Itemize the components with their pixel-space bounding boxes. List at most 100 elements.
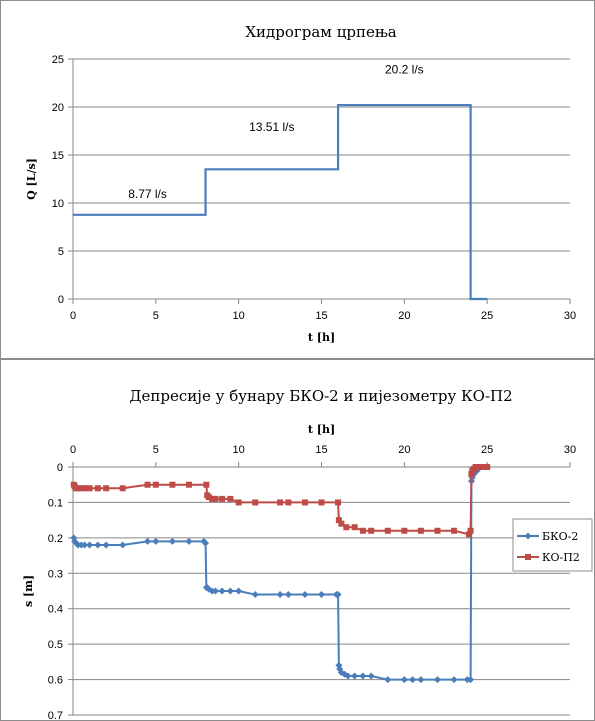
data-point-kop2 xyxy=(103,485,110,492)
data-point-kop2 xyxy=(467,527,474,534)
data-point-kop2 xyxy=(338,520,345,527)
data-point-kop2 xyxy=(227,495,234,502)
data-point-kop2 xyxy=(209,495,216,502)
data-point-kop2 xyxy=(86,485,93,492)
data-point-kop2 xyxy=(401,527,408,534)
y-tick-label: 10 xyxy=(52,198,64,210)
data-point-kop2 xyxy=(359,527,366,534)
data-point-kop2 xyxy=(417,527,424,534)
data-point-kop2 xyxy=(74,485,81,492)
x-tick-label: 25 xyxy=(481,444,493,456)
data-point-kop2 xyxy=(285,499,292,506)
y-tick-label: 0.2 xyxy=(48,533,63,545)
data-point-kop2 xyxy=(203,481,210,488)
data-point-kop2 xyxy=(434,527,441,534)
x-tick-label: 15 xyxy=(315,444,327,456)
data-point-bko2 xyxy=(276,591,284,599)
data-point-bko2 xyxy=(344,672,352,680)
data-point-kop2 xyxy=(212,495,219,502)
y-tick-label: 0.4 xyxy=(48,604,63,616)
y-tick-label: 25 xyxy=(52,54,64,66)
data-point-bko2 xyxy=(301,591,309,599)
data-point-bko2 xyxy=(318,591,325,599)
y-tick-label: 0.5 xyxy=(48,639,63,651)
x-tick-label: 30 xyxy=(564,310,576,322)
y-axis-label: Q [L/s] xyxy=(25,158,38,200)
data-point-bko2 xyxy=(467,676,475,684)
y-axis-label: s [m] xyxy=(22,575,35,607)
y-tick-label: 0.7 xyxy=(48,710,63,720)
data-point-bko2 xyxy=(202,539,210,547)
y-tick-label: 15 xyxy=(52,150,64,162)
data-point-bko2 xyxy=(94,541,102,549)
data-point-kop2 xyxy=(335,499,342,506)
data-point-bko2 xyxy=(152,537,160,545)
data-point-kop2 xyxy=(152,481,159,488)
y-tick-label: 0.1 xyxy=(48,497,63,509)
data-point-bko2 xyxy=(335,661,343,669)
data-point-bko2 xyxy=(417,676,425,684)
data-point-kop2 xyxy=(368,527,375,534)
data-point-bko2 xyxy=(351,672,359,680)
y-tick-label: 0.3 xyxy=(48,568,63,580)
y-tick-label: 20 xyxy=(52,102,64,114)
data-point-bko2 xyxy=(168,537,176,545)
hydrograph-line xyxy=(73,103,488,301)
hydrograph-chart: Хидрограм црпења 0 5 10 15 20 25 0 5 10 15 20 25 30 t … xyxy=(25,23,576,344)
data-point-bko2 xyxy=(81,541,89,549)
data-point-bko2 xyxy=(144,537,152,545)
x-tick-label: 10 xyxy=(233,310,245,322)
x-tick-label: 0 xyxy=(70,310,76,322)
legend-marker-kop2 xyxy=(525,554,531,560)
data-point-bko2 xyxy=(384,676,392,684)
data-point-bko2 xyxy=(70,534,78,542)
data-point-bko2 xyxy=(450,676,458,684)
y-tick-label: 0 xyxy=(57,462,63,474)
data-point-bko2 xyxy=(211,587,219,595)
data-point-kop2 xyxy=(451,527,458,534)
data-point-kop2 xyxy=(205,494,212,501)
data-point-bko2 xyxy=(409,676,417,684)
data-point-kop2 xyxy=(185,481,192,488)
data-point-bko2 xyxy=(284,591,292,599)
data-point-kop2 xyxy=(484,464,491,470)
x-axis-label: t [h] xyxy=(308,423,335,436)
data-point-bko2 xyxy=(86,541,94,549)
x-tick-label: 30 xyxy=(564,444,576,456)
data-point-kop2 xyxy=(235,499,242,506)
data-point-bko2 xyxy=(367,672,375,680)
data-point-bko2 xyxy=(473,467,481,475)
data-point-bko2 xyxy=(334,591,342,599)
rate-annotation: 13.51 l/s xyxy=(249,120,294,134)
x-tick-label: 20 xyxy=(398,444,410,456)
hydrograph-panel: Хидрограм црпења 0 5 10 15 20 25 0 5 10 15 20 25 30 t … xyxy=(0,0,595,359)
data-point-bko2 xyxy=(359,672,367,680)
data-point-kop2 xyxy=(252,499,259,506)
rate-annotation: 20.2 l/s xyxy=(385,62,424,76)
data-point-kop2 xyxy=(277,499,284,506)
data-point-kop2 xyxy=(351,524,358,531)
data-point-kop2 xyxy=(468,471,475,478)
data-point-kop2 xyxy=(119,485,126,492)
x-tick-label: 15 xyxy=(315,310,327,322)
data-point-bko2 xyxy=(185,537,193,545)
legend: БКО-2 КО-П2 xyxy=(512,518,593,572)
data-point-bko2 xyxy=(400,676,408,684)
x-tick-label: 5 xyxy=(153,444,159,456)
data-point-bko2 xyxy=(218,587,226,595)
drawdown-panel: Депресије у бунару БКО-2 и пијезометру К… xyxy=(0,359,595,721)
data-point-bko2 xyxy=(102,541,110,549)
x-tick-label: 0 xyxy=(70,444,76,456)
x-tick-label: 5 xyxy=(153,310,159,322)
chart-title: Депресије у бунару БКО-2 и пијезометру К… xyxy=(129,387,512,405)
data-point-kop2 xyxy=(169,481,176,488)
chart-title: Хидрограм црпења xyxy=(245,23,396,41)
data-point-kop2 xyxy=(301,499,308,506)
drawdown-chart: Депресије у бунару БКО-2 и пијезометру К… xyxy=(22,387,593,720)
data-point-kop2 xyxy=(144,481,151,488)
data-point-bko2 xyxy=(226,587,234,595)
data-point-kop2 xyxy=(318,499,325,506)
data-point-kop2 xyxy=(78,485,85,492)
data-point-bko2 xyxy=(433,676,441,684)
rate-annotation: 8.77 l/s xyxy=(128,187,167,201)
